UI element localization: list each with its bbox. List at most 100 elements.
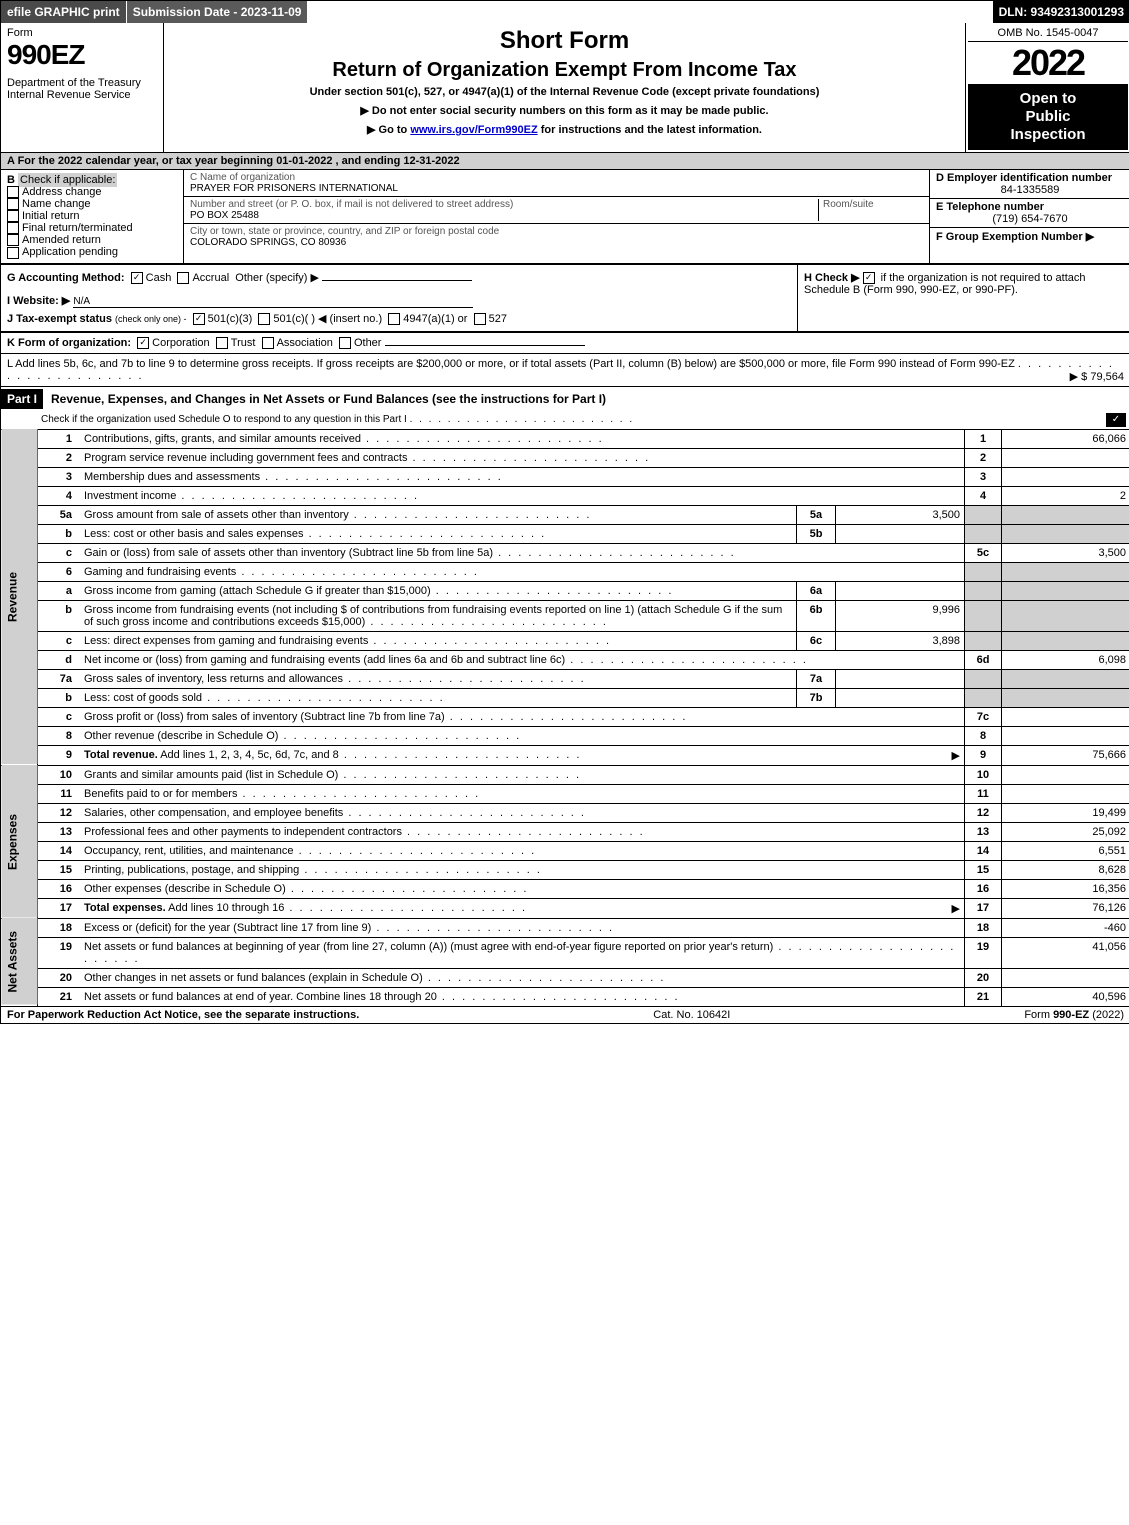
line-number: a <box>38 581 81 600</box>
501c3-checkbox[interactable] <box>193 313 205 325</box>
gij-left: G Accounting Method: Cash Accrual Other … <box>1 265 797 331</box>
group-exemption-cell: F Group Exemption Number ▶ <box>930 228 1129 245</box>
b-option: Address change <box>7 186 177 198</box>
b-option: Application pending <box>7 246 177 258</box>
right-line-value: 66,066 <box>1002 429 1129 448</box>
right-line-number <box>965 581 1002 600</box>
line-number: 16 <box>38 879 81 898</box>
footer-right: Form 990-EZ (2022) <box>1024 1009 1124 1021</box>
line-number: 20 <box>38 968 81 987</box>
irs-link[interactable]: www.irs.gov/Form990EZ <box>410 124 537 136</box>
right-line-value <box>1002 968 1129 987</box>
line-row: 11Benefits paid to or for members11 <box>1 784 1129 803</box>
right-line-number: 12 <box>965 803 1002 822</box>
line-desc: Other expenses (describe in Schedule O) <box>80 879 965 898</box>
right-line-number: 21 <box>965 987 1002 1006</box>
right-line-number: 4 <box>965 486 1002 505</box>
ein-val: 84-1335589 <box>936 184 1124 196</box>
501c-checkbox[interactable] <box>258 313 270 325</box>
line-row: 5aGross amount from sale of assets other… <box>1 505 1129 524</box>
right-line-value: 3,500 <box>1002 543 1129 562</box>
line-row: 2Program service revenue including gover… <box>1 448 1129 467</box>
right-line-value <box>1002 726 1129 745</box>
footer-form: 990-EZ <box>1053 1009 1089 1021</box>
dots <box>410 414 635 425</box>
section-side-label: Net Assets <box>1 918 38 1006</box>
b-checkbox[interactable] <box>7 198 19 210</box>
line-g: G Accounting Method: Cash Accrual Other … <box>7 271 791 284</box>
501c-lbl: 501(c)( ) ◀ (insert no.) <box>273 313 382 325</box>
line-number: 13 <box>38 822 81 841</box>
corp-checkbox[interactable] <box>137 337 149 349</box>
line-desc: Benefits paid to or for members <box>80 784 965 803</box>
line-number: c <box>38 631 81 650</box>
right-line-value: 2 <box>1002 486 1129 505</box>
other-specify-field[interactable] <box>322 280 472 281</box>
inspection-line1: Open to <box>972 90 1124 108</box>
h-pre: H Check ▶ <box>804 272 863 284</box>
city-val: COLORADO SPRINGS, CO 80936 <box>190 237 346 248</box>
line-row: 12Salaries, other compensation, and empl… <box>1 803 1129 822</box>
section-side-label: Revenue <box>1 429 38 765</box>
line-desc: Program service revenue including govern… <box>80 448 965 467</box>
b-option: Amended return <box>7 234 177 246</box>
line-number: 8 <box>38 726 81 745</box>
trust-checkbox[interactable] <box>216 337 228 349</box>
b-checkbox[interactable] <box>7 186 19 198</box>
inner-line-label: 6c <box>797 631 836 650</box>
527-checkbox[interactable] <box>474 313 486 325</box>
line-number: 11 <box>38 784 81 803</box>
right-line-value: 8,628 <box>1002 860 1129 879</box>
street-lbl: Number and street (or P. O. box, if mail… <box>190 199 513 210</box>
inner-line-label: 7a <box>797 669 836 688</box>
efile-print-label[interactable]: efile GRAPHIC print <box>1 1 127 23</box>
right-line-value <box>1002 784 1129 803</box>
cash-checkbox[interactable] <box>131 272 143 284</box>
line-desc: Net assets or fund balances at beginning… <box>80 937 965 968</box>
subtitle: Under section 501(c), 527, or 4947(a)(1)… <box>170 86 959 98</box>
right-line-number <box>965 562 1002 581</box>
other-org-field[interactable] <box>385 345 585 346</box>
right-line-number: 9 <box>965 745 1002 765</box>
b-checkbox[interactable] <box>7 210 19 222</box>
g-lbl: G Accounting Method: <box>7 272 125 284</box>
right-line-number: 18 <box>965 918 1002 937</box>
form-number: 990EZ <box>7 39 157 71</box>
h-checkbox[interactable] <box>863 272 875 284</box>
assoc-checkbox[interactable] <box>262 337 274 349</box>
line-number: 21 <box>38 987 81 1006</box>
line-row: cGain or (loss) from sale of assets othe… <box>1 543 1129 562</box>
omb-number: OMB No. 1545-0047 <box>968 25 1128 42</box>
line-desc: Gaming and fundraising events <box>80 562 965 581</box>
footer-right-post: (2022) <box>1089 1009 1124 1021</box>
dln-label: DLN: 93492313001293 <box>993 1 1129 23</box>
instr2-post: for instructions and the latest informat… <box>538 124 762 136</box>
line-row: 8Other revenue (describe in Schedule O)8 <box>1 726 1129 745</box>
other-org-checkbox[interactable] <box>339 337 351 349</box>
accrual-checkbox[interactable] <box>177 272 189 284</box>
phone-lbl: E Telephone number <box>936 201 1044 213</box>
line-row: 19Net assets or fund balances at beginni… <box>1 937 1129 968</box>
part1-title: Revenue, Expenses, and Changes in Net As… <box>51 392 1129 406</box>
line-row: 16Other expenses (describe in Schedule O… <box>1 879 1129 898</box>
4947-checkbox[interactable] <box>388 313 400 325</box>
line-number: 3 <box>38 467 81 486</box>
4947-lbl: 4947(a)(1) or <box>403 313 467 325</box>
right-line-number: 20 <box>965 968 1002 987</box>
l-text: L Add lines 5b, 6c, and 7b to line 9 to … <box>7 358 1015 370</box>
ein-cell: D Employer identification number 84-1335… <box>930 170 1129 199</box>
phone-val: (719) 654-7670 <box>936 213 1124 225</box>
part1-schedule-o-row: Check if the organization used Schedule … <box>1 411 1129 429</box>
inner-line-label: 5b <box>797 524 836 543</box>
b-checkbox[interactable] <box>7 247 19 259</box>
line-number: 17 <box>38 898 81 918</box>
l-amount: ▶ $ 79,564 <box>1070 370 1124 383</box>
schedule-o-checkbox[interactable]: ✓ <box>1106 413 1126 427</box>
right-line-value: 19,499 <box>1002 803 1129 822</box>
irs-label: Internal Revenue Service <box>7 89 157 101</box>
b-check-if: Check if applicable: <box>18 173 117 187</box>
line-desc: Gross profit or (loss) from sales of inv… <box>80 707 965 726</box>
b-checkbox[interactable] <box>7 234 19 246</box>
line-l: L Add lines 5b, 6c, and 7b to line 9 to … <box>1 353 1129 386</box>
b-checkbox[interactable] <box>7 222 19 234</box>
